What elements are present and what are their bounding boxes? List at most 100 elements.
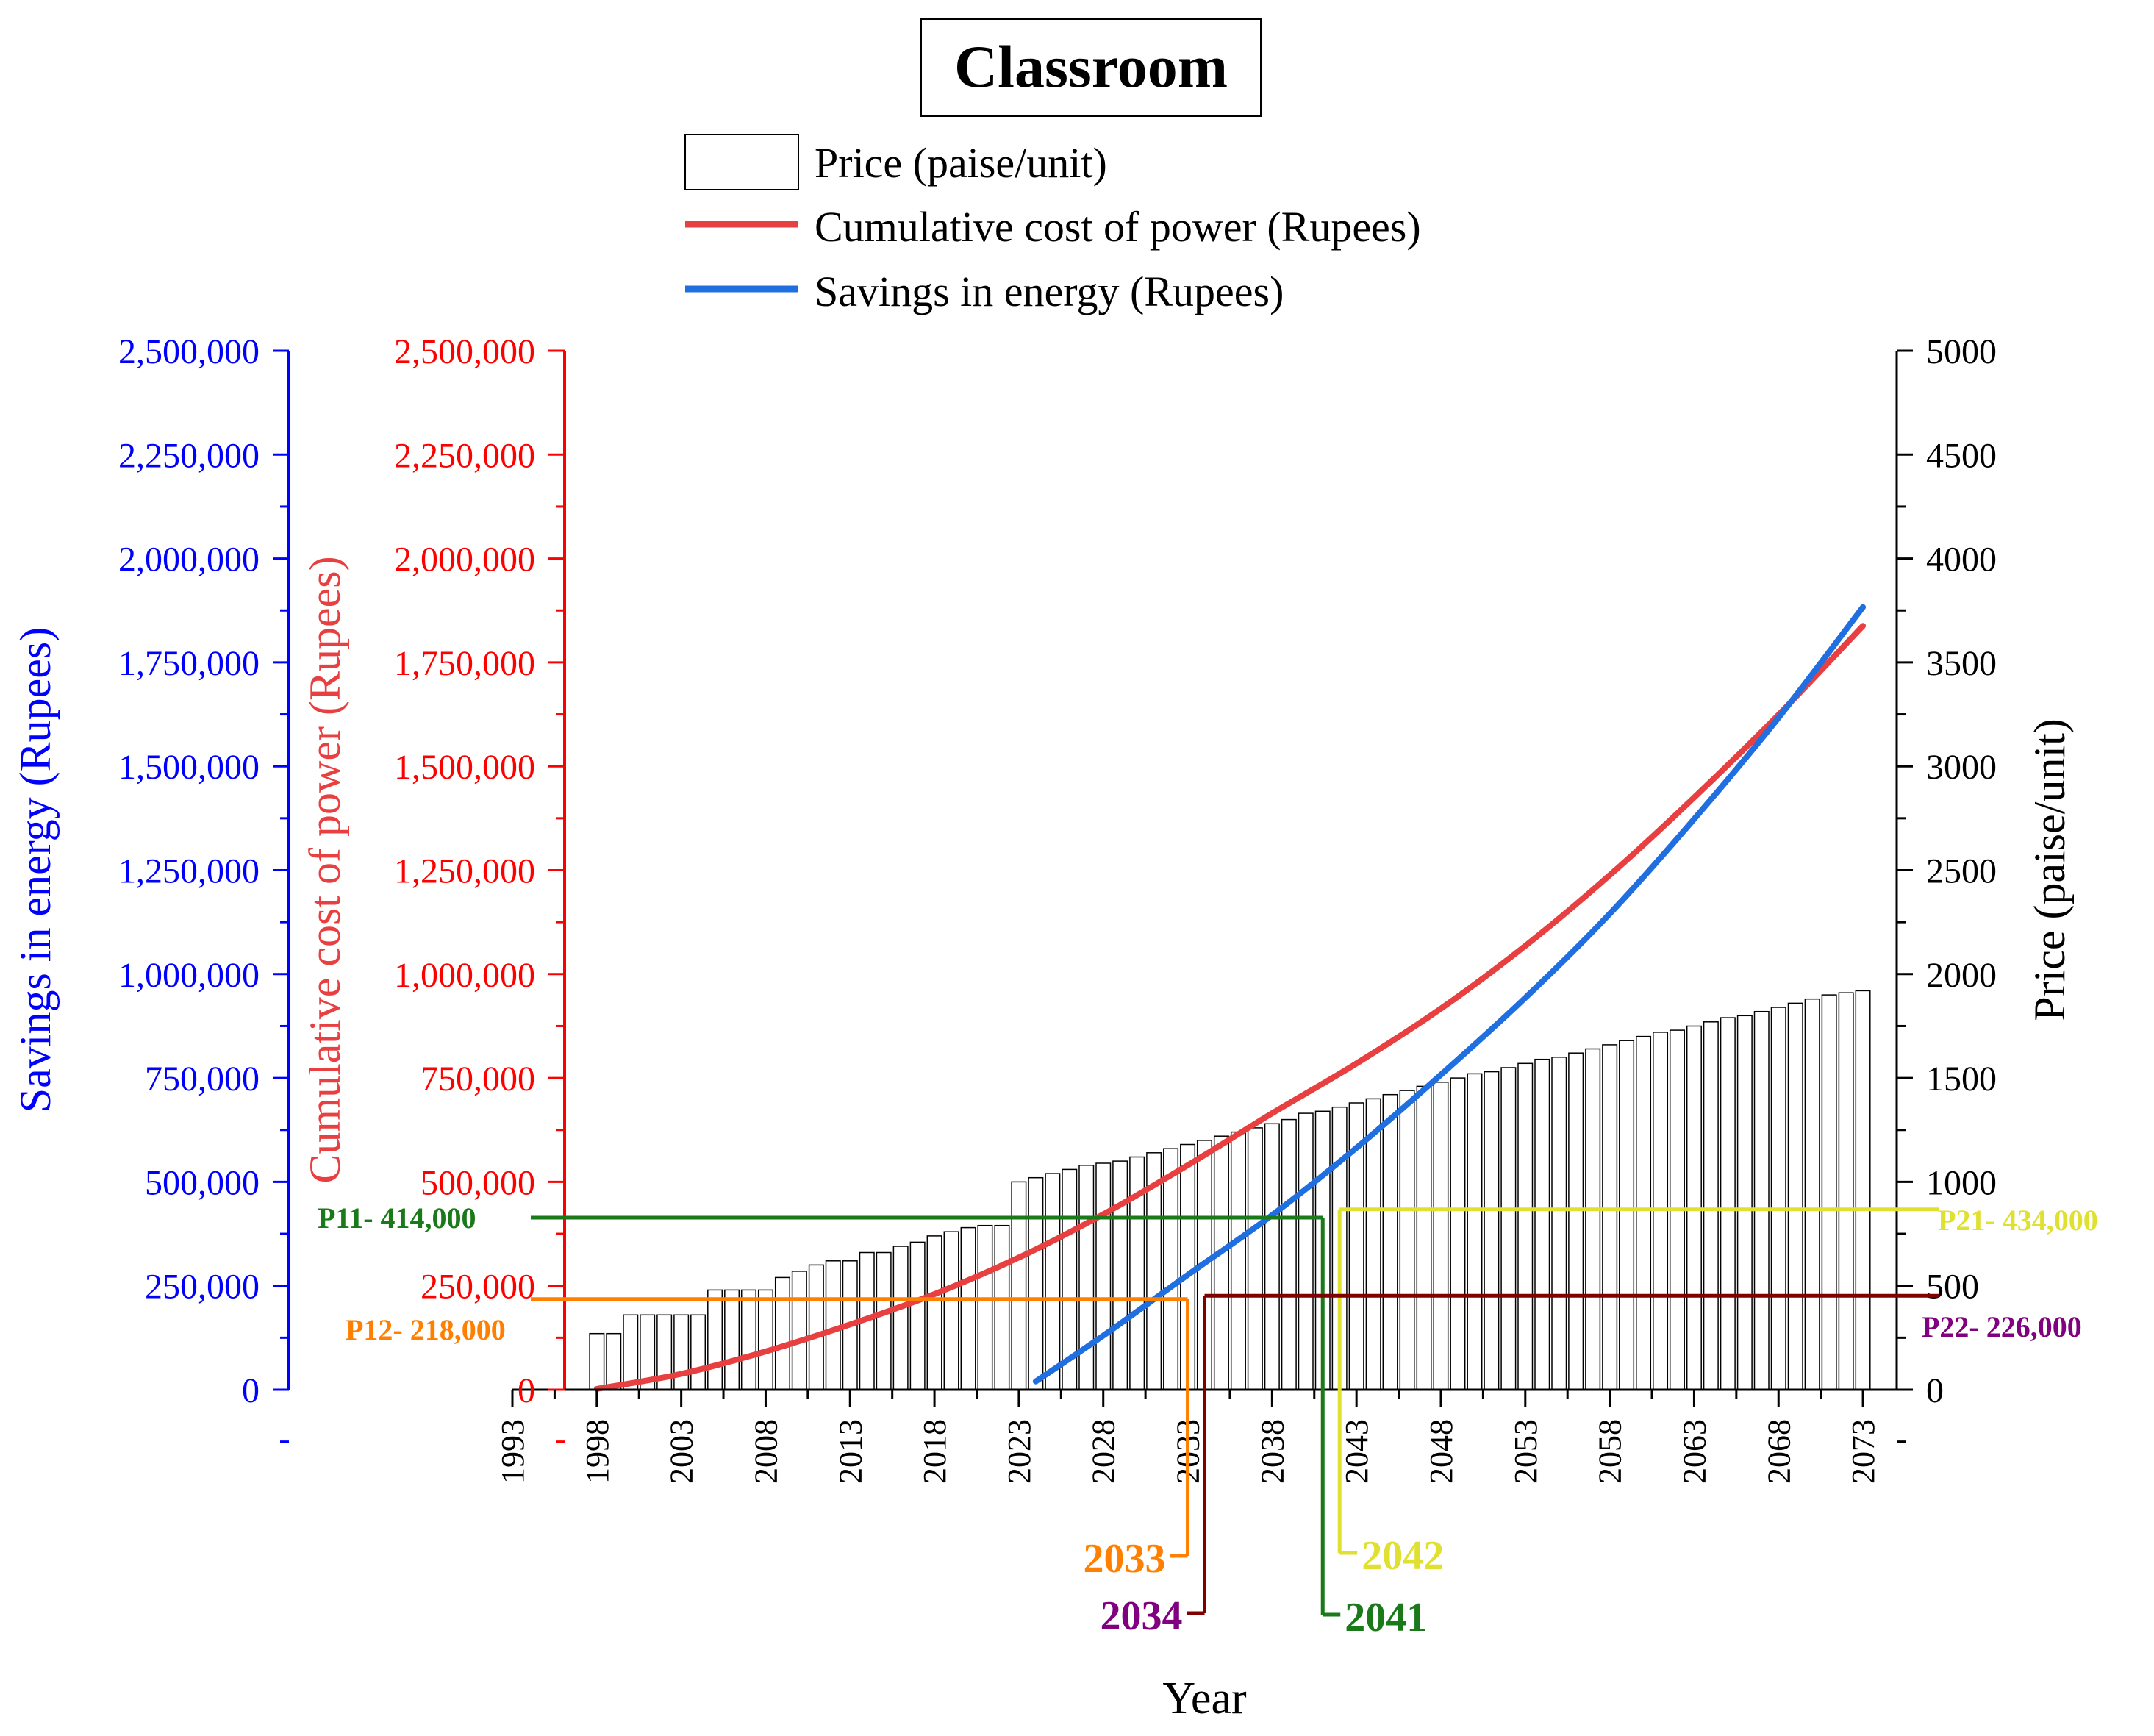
price-bar-2047 — [1416, 1085, 1432, 1390]
price-bar-2045 — [1382, 1093, 1398, 1390]
price-bar-2015 — [876, 1251, 892, 1390]
annotation-point-label: P22- 226,000 — [1922, 1310, 2082, 1343]
price-bar-2068 — [1770, 1007, 1786, 1390]
price-bar-2049 — [1450, 1077, 1466, 1390]
x-tick-label: 1998 — [579, 1419, 615, 1484]
x-tick-label: 2018 — [917, 1419, 953, 1484]
cost-tick-label: 750,000 — [421, 1060, 535, 1099]
price-bar-2016 — [892, 1246, 909, 1390]
price-bar-2050 — [1467, 1073, 1483, 1390]
price-tick-label: 1500 — [1926, 1060, 1997, 1099]
savings-tick-label: 2,500,000 — [118, 332, 260, 371]
savings-tick-label: 1,500,000 — [118, 748, 260, 787]
price-bar-2006 — [724, 1289, 740, 1390]
price-bar-2053 — [1517, 1062, 1534, 1390]
price-bar-2064 — [1703, 1021, 1719, 1390]
x-tick-label: 2028 — [1086, 1419, 1122, 1484]
price-bar-2052 — [1500, 1067, 1517, 1390]
savings-line — [1032, 604, 1867, 1385]
price-bar-2005 — [707, 1289, 723, 1390]
savings-tick-label: 500,000 — [145, 1163, 260, 1202]
x-tick-label: 2058 — [1592, 1419, 1628, 1484]
x-axis-title: Year — [1162, 1674, 1247, 1724]
price-bar-2040 — [1298, 1112, 1314, 1390]
legend-label-price: Price (paise/unit) — [815, 139, 1107, 187]
x-tick-label: 2073 — [1845, 1419, 1881, 1484]
price-bar-2036 — [1230, 1131, 1246, 1390]
price-bar-2009 — [774, 1276, 790, 1390]
cost-tick-label: 1,250,000 — [394, 852, 535, 891]
x-tick-label: 2068 — [1761, 1419, 1797, 1484]
price-bar-2020 — [960, 1226, 976, 1390]
price-bar-2029 — [1112, 1160, 1128, 1390]
cost-axis-title: Cumulative cost of power (Rupees) — [301, 556, 349, 1183]
annotation-point-label: P12- 218,000 — [346, 1313, 506, 1346]
annotation-point-label: P21- 434,000 — [1938, 1204, 2098, 1237]
legend-item-cost: Cumulative cost of power (Rupees) — [685, 203, 1421, 251]
annotation-2041: 2041 P11- 414,000 — [318, 1201, 1427, 1640]
price-bar-2022 — [994, 1224, 1010, 1390]
price-bar-2032 — [1163, 1148, 1179, 1390]
savings-tick-label: 1,250,000 — [118, 852, 260, 891]
x-tick-label: 2008 — [748, 1419, 784, 1484]
price-tick-label: 500 — [1926, 1268, 1979, 1307]
cost-tick-label: 2,500,000 — [394, 332, 535, 371]
annotation-year-label: 2042 — [1362, 1533, 1444, 1579]
savings-axis-title: Savings in energy (Rupees) — [11, 627, 60, 1112]
savings-tick-label: 750,000 — [145, 1060, 260, 1099]
price-bar-2011 — [808, 1264, 824, 1390]
price-bar-2056 — [1568, 1052, 1584, 1390]
price-bar-2067 — [1753, 1010, 1770, 1390]
cost-tick-label: 2,000,000 — [394, 540, 535, 579]
x-tick-label: 1993 — [495, 1419, 531, 1484]
price-bar-2003 — [673, 1314, 690, 1390]
annotation-year-label: 2033 — [1084, 1536, 1166, 1582]
savings-tick-label: 2,000,000 — [118, 540, 260, 579]
x-tick-label: 2048 — [1423, 1419, 1459, 1484]
price-bar-2055 — [1551, 1057, 1567, 1390]
price-bar-2072 — [1838, 992, 1854, 1390]
price-bar-2066 — [1736, 1015, 1753, 1390]
savings-tick-label: 1,000,000 — [118, 956, 260, 995]
x-tick-label: 2063 — [1676, 1419, 1712, 1484]
price-bar-2018 — [926, 1235, 942, 1390]
x-tick-label: 2023 — [1001, 1419, 1037, 1484]
legend-label-savings: Savings in energy (Rupees) — [815, 268, 1284, 315]
title-box — [920, 18, 1262, 117]
price-bar-2038 — [1264, 1123, 1280, 1390]
price-bar-2069 — [1787, 1002, 1803, 1390]
cost-tick-label: 500,000 — [421, 1163, 535, 1202]
cost-tick-label: 2,250,000 — [394, 436, 535, 475]
price-bar-2012 — [825, 1260, 841, 1390]
price-tick-label: 2000 — [1926, 956, 1997, 995]
cost-tick-label: 1,750,000 — [394, 644, 535, 683]
price-bar-1999 — [606, 1332, 622, 1390]
cost-line — [593, 623, 1867, 1392]
cost-tick-label: 0 — [518, 1371, 535, 1410]
price-tick-label: 4000 — [1926, 540, 1997, 579]
price-tick-label: 2500 — [1926, 852, 1997, 891]
x-tick-label: 2053 — [1508, 1419, 1544, 1484]
price-bar-2057 — [1585, 1048, 1601, 1390]
price-bar-2073 — [1855, 990, 1871, 1390]
price-tick-label: 4500 — [1926, 436, 1997, 475]
legend-label-cost: Cumulative cost of power (Rupees) — [815, 203, 1421, 251]
legend-item-price: Price (paise/unit) — [684, 134, 1107, 190]
x-tick-label: 2013 — [832, 1419, 868, 1484]
legend-item-savings: Savings in energy (Rupees) — [685, 268, 1284, 315]
price-bar-2004 — [690, 1314, 706, 1390]
price-tick-label: 0 — [1926, 1371, 1944, 1410]
cost-tick-label: 1,500,000 — [394, 748, 535, 787]
price-tick-label: 5000 — [1926, 332, 1997, 371]
price-tick-label: 3000 — [1926, 748, 1997, 787]
price-bar-2071 — [1821, 994, 1837, 1390]
price-bar-2000 — [623, 1314, 639, 1390]
cost-tick-label: 1,000,000 — [394, 956, 535, 995]
savings-tick-label: 0 — [242, 1371, 260, 1410]
price-bar-2059 — [1619, 1040, 1635, 1390]
price-bar-2060 — [1636, 1035, 1652, 1390]
cost-tick-label: 250,000 — [421, 1268, 535, 1307]
price-bar-2028 — [1095, 1162, 1112, 1390]
